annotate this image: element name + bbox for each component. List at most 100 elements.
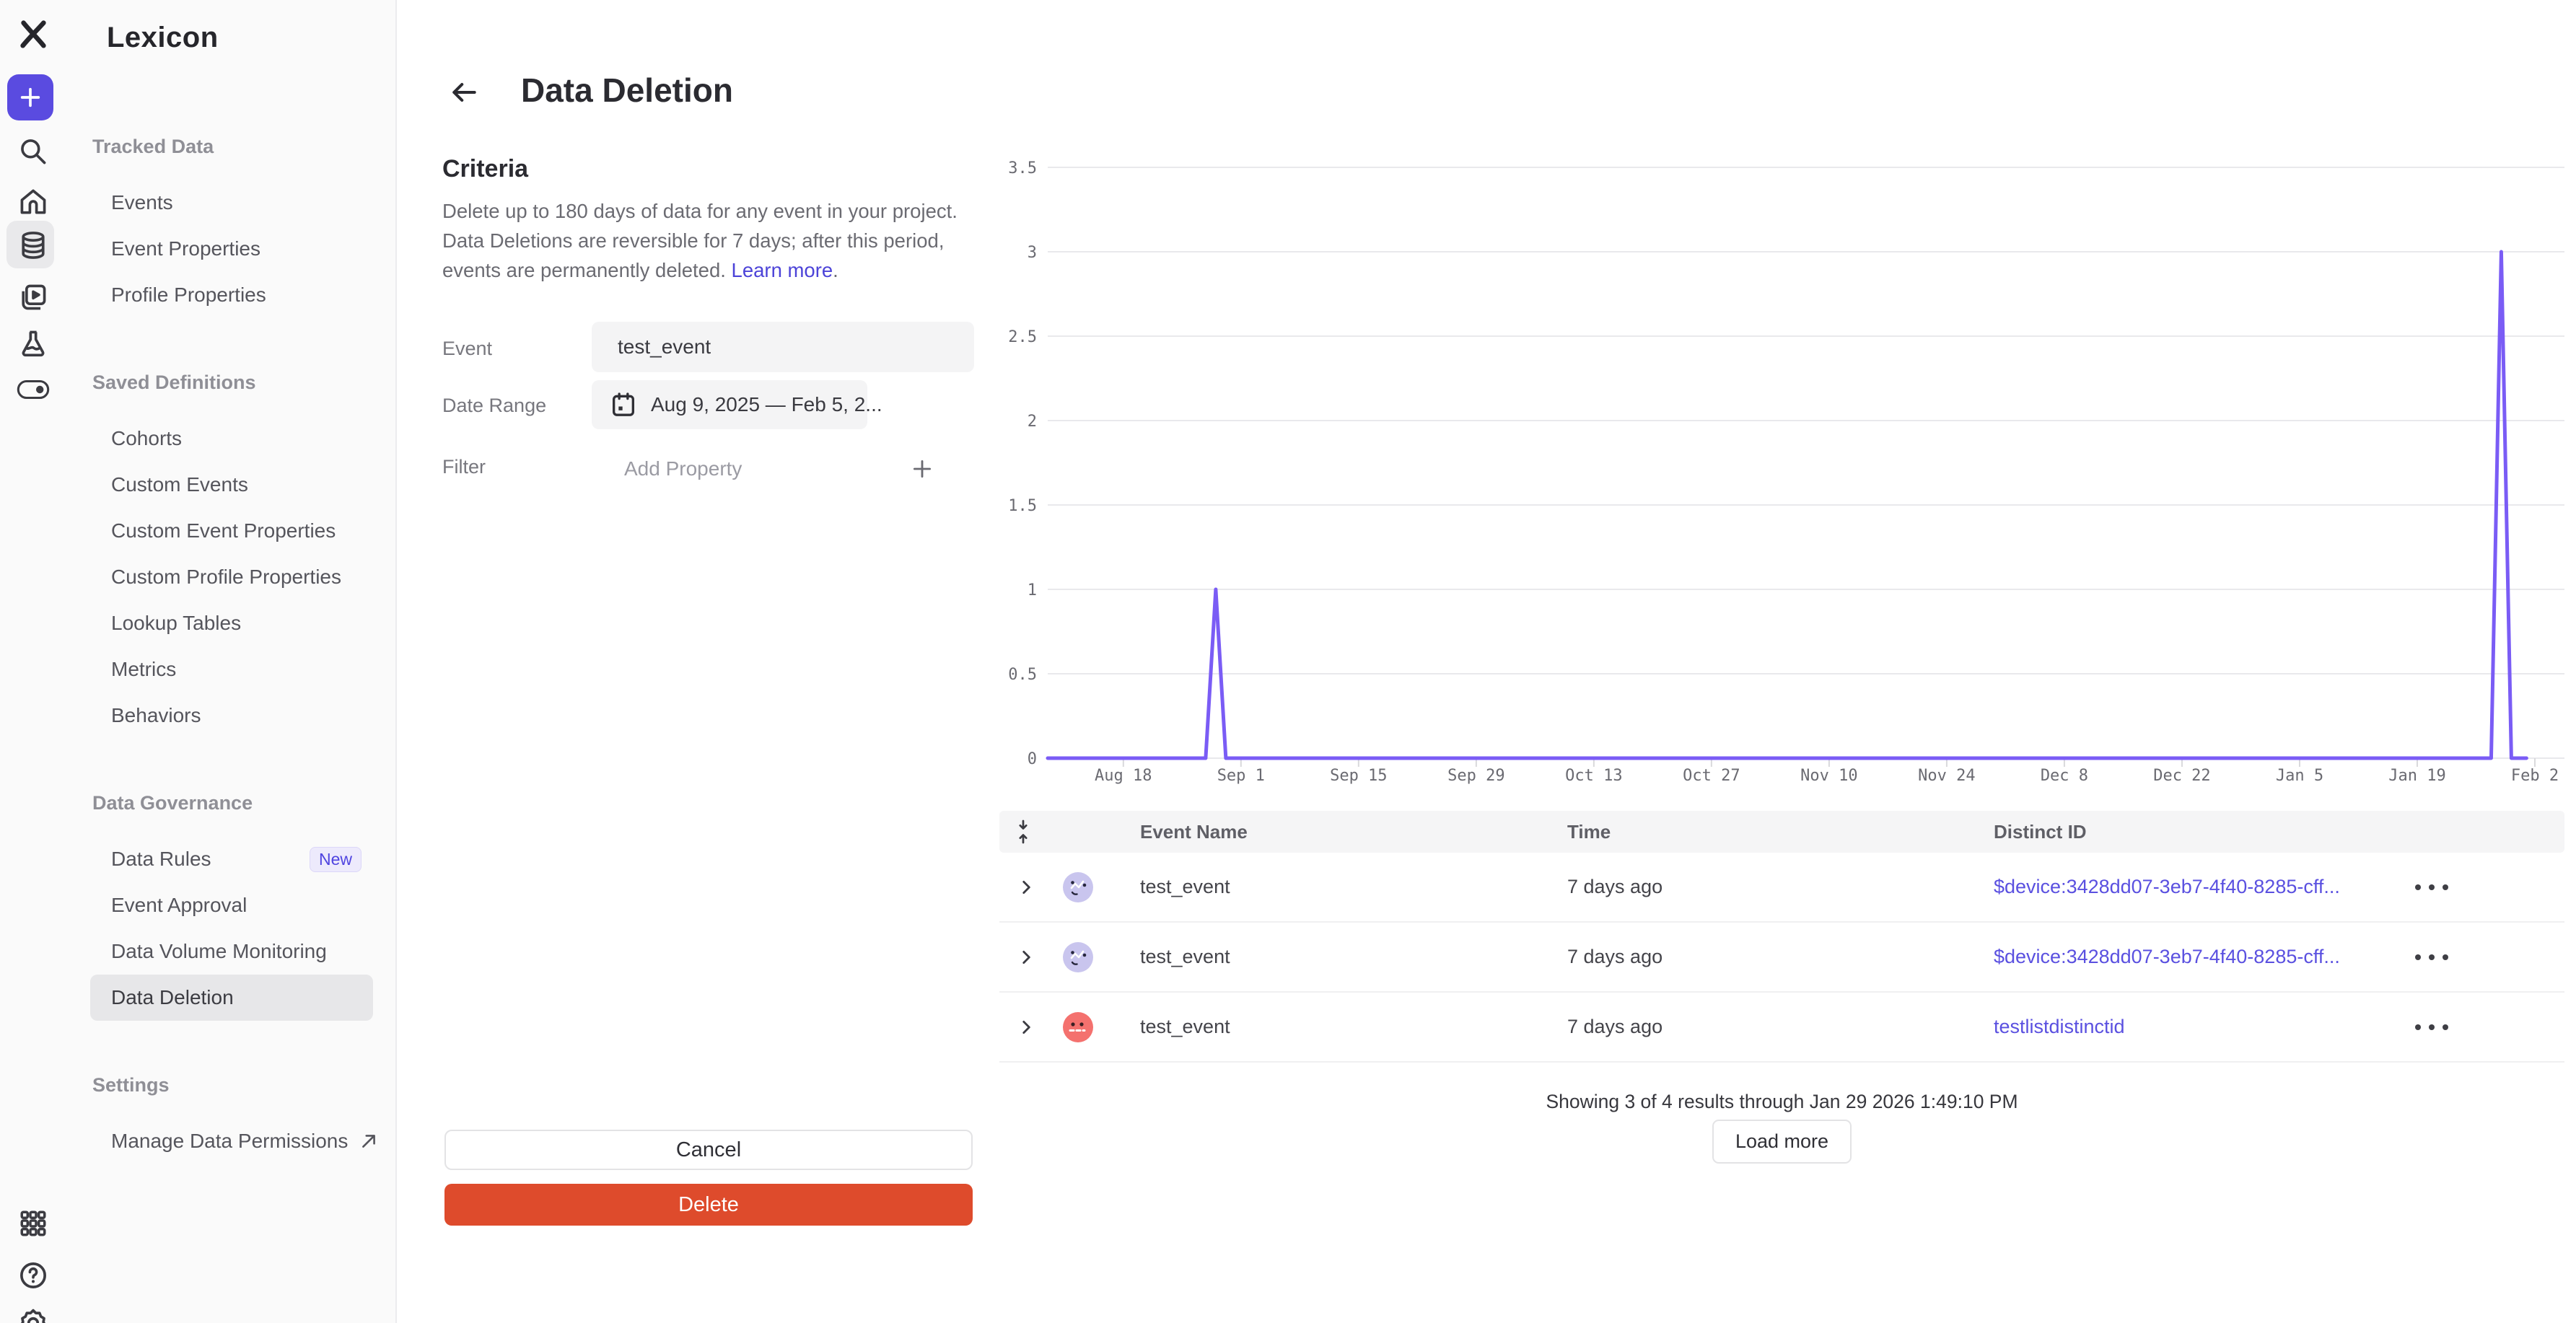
sidebar-item-data-deletion[interactable]: Data Deletion — [90, 975, 373, 1021]
load-more-button[interactable]: Load more — [1712, 1120, 1852, 1164]
x-axis-tick-label: Jan 19 — [2388, 767, 2445, 785]
row-expander-chevron[interactable] — [1017, 993, 1035, 1061]
row-menu-button[interactable] — [2415, 923, 2448, 991]
sidebar-item-event-properties[interactable]: Event Properties — [90, 226, 373, 272]
sidebar-item-metrics[interactable]: Metrics — [90, 646, 373, 693]
sidebar-nav: Tracked Data Events Event Properties Profil… — [66, 0, 397, 1164]
sidebar-item-manage-data-permissions[interactable]: Manage Data Permissions — [90, 1118, 376, 1164]
sidebar-item-profile-properties[interactable]: Profile Properties — [90, 272, 373, 318]
apps-grid-icon[interactable] — [0, 1206, 66, 1241]
cancel-button[interactable]: Cancel — [444, 1130, 973, 1170]
sidebar-item-label: Custom Events — [111, 473, 248, 496]
date-range-button[interactable]: Aug 9, 2025 — Feb 5, 2... — [592, 380, 882, 429]
cell-distinct-id[interactable]: testlistdistinctid — [1994, 1016, 2125, 1037]
x-axis-tick-label: Sep 15 — [1330, 767, 1387, 785]
results-table: Event Name Time Distinct ID test_event 7… — [999, 811, 2564, 1063]
cell-distinct-id[interactable]: $device:3428dd07-3eb7-4f40-8285-cff... — [1994, 946, 2340, 967]
new-badge: New — [309, 846, 362, 872]
sidebar-item-custom-event-properties[interactable]: Custom Event Properties — [90, 508, 373, 554]
boards-icon[interactable] — [0, 280, 66, 315]
criteria-heading: Criteria — [442, 155, 529, 183]
table-row[interactable]: test_event 7 days ago testlistdistinctid — [999, 993, 2564, 1063]
settings-gear-icon[interactable] — [0, 1306, 66, 1323]
feature-flags-toggle-icon[interactable] — [0, 375, 66, 404]
sidebar-item-events[interactable]: Events — [90, 180, 373, 226]
x-axis-tick-label: Feb 2 — [2511, 767, 2559, 785]
event-input[interactable]: test_event — [592, 322, 974, 372]
icon-rail — [0, 0, 66, 1323]
cell-time: 7 days ago — [1567, 1016, 1663, 1037]
search-icon[interactable] — [0, 134, 66, 169]
sidebar-item-behaviors[interactable]: Behaviors — [90, 693, 373, 739]
add-filter-plus-icon[interactable] — [908, 454, 937, 483]
back-button[interactable] — [444, 72, 484, 113]
selected-rail-highlight — [6, 221, 54, 268]
filter-label: Filter — [442, 456, 486, 478]
criteria-line-2: Data Deletions are reversible for 7 days… — [442, 229, 945, 252]
x-axis-tick-label: Nov 24 — [1918, 767, 1975, 785]
data-catalog-icon[interactable] — [0, 228, 66, 263]
sidebar-item-data-volume-monitoring[interactable]: Data Volume Monitoring — [90, 928, 373, 975]
create-button[interactable] — [7, 74, 53, 120]
experiments-flask-icon[interactable] — [0, 326, 66, 361]
row-expander-chevron[interactable] — [1017, 923, 1035, 991]
cell-time: 7 days ago — [1567, 876, 1663, 897]
load-more-wrap: Load more — [999, 1120, 2564, 1164]
criteria-line-1: Delete up to 180 days of data for any ev… — [442, 200, 958, 222]
cell-distinct-id[interactable]: $device:3428dd07-3eb7-4f40-8285-cff... — [1994, 876, 2340, 897]
y-axis-tick-label: 2 — [1028, 413, 1037, 431]
external-link-icon — [359, 1132, 378, 1151]
y-axis-tick-label: 3.5 — [1008, 159, 1037, 177]
cell-event-name: test_event — [1140, 876, 1230, 897]
sidebar-title: Lexicon — [107, 22, 219, 53]
sidebar-item-data-rules[interactable]: Data Rules New — [90, 836, 373, 882]
sort-icon[interactable] — [1017, 811, 1038, 853]
home-icon[interactable] — [0, 185, 66, 219]
row-expander-chevron[interactable] — [1017, 853, 1035, 921]
criteria-line-3: events are permanently deleted. Learn mo… — [442, 259, 838, 281]
row-menu-button[interactable] — [2415, 993, 2448, 1061]
sidebar-item-label: Manage Data Permissions — [111, 1130, 349, 1152]
y-axis-tick-label: 2.5 — [1008, 328, 1037, 346]
sidebar-item-label: Profile Properties — [111, 284, 266, 306]
sidebar-item-label: Custom Event Properties — [111, 519, 336, 542]
delete-button[interactable]: Delete — [444, 1184, 973, 1226]
avatar — [1063, 993, 1093, 1061]
y-axis-tick-label: 0 — [1028, 750, 1037, 768]
table-row[interactable]: test_event 7 days ago $device:3428dd07-3… — [999, 923, 2564, 993]
cell-event-name: test_event — [1140, 946, 1230, 967]
mixpanel-logo[interactable] — [0, 16, 66, 52]
learn-more-link[interactable]: Learn more — [731, 259, 833, 281]
add-property-button[interactable]: Add Property — [624, 457, 742, 480]
sidebar-item-event-approval[interactable]: Event Approval — [90, 882, 373, 928]
page-title: Data Deletion — [521, 71, 733, 109]
sidebar-item-cohorts[interactable]: Cohorts — [90, 416, 373, 462]
sidebar-item-custom-profile-properties[interactable]: Custom Profile Properties — [90, 554, 373, 600]
section-heading-saved-definitions: Saved Definitions — [92, 371, 256, 393]
sidebar-item-custom-events[interactable]: Custom Events — [90, 462, 373, 508]
x-axis-tick-label: Sep 29 — [1447, 767, 1504, 785]
section-heading-settings: Settings — [92, 1073, 170, 1096]
sidebar-item-lookup-tables[interactable]: Lookup Tables — [90, 600, 373, 646]
help-icon[interactable] — [0, 1258, 66, 1293]
section-heading-data-governance: Data Governance — [92, 791, 253, 814]
avatar — [1063, 853, 1093, 921]
x-axis-tick-label: Jan 5 — [2276, 767, 2323, 785]
column-header-distinct-id[interactable]: Distinct ID — [1994, 820, 2087, 843]
sidebar-item-label: Cohorts — [111, 427, 183, 449]
cell-event-name: test_event — [1140, 1016, 1230, 1037]
sidebar-item-label: Data Rules — [111, 848, 211, 870]
column-header-event-name[interactable]: Event Name — [1140, 820, 1248, 843]
y-axis-tick-label: 3 — [1028, 244, 1037, 262]
row-menu-button[interactable] — [2415, 853, 2448, 921]
sidebar-item-label: Data Volume Monitoring — [111, 940, 327, 962]
column-header-time[interactable]: Time — [1567, 820, 1611, 843]
avatar — [1063, 923, 1093, 991]
calendar-icon — [609, 390, 638, 419]
x-axis-tick-label: Dec 8 — [2041, 767, 2088, 785]
section-heading-tracked-data: Tracked Data — [92, 135, 214, 157]
y-axis-tick-label: 0.5 — [1008, 666, 1037, 684]
table-row[interactable]: test_event 7 days ago $device:3428dd07-3… — [999, 853, 2564, 923]
criteria-description: Delete up to 180 days of data for any ev… — [442, 196, 958, 285]
